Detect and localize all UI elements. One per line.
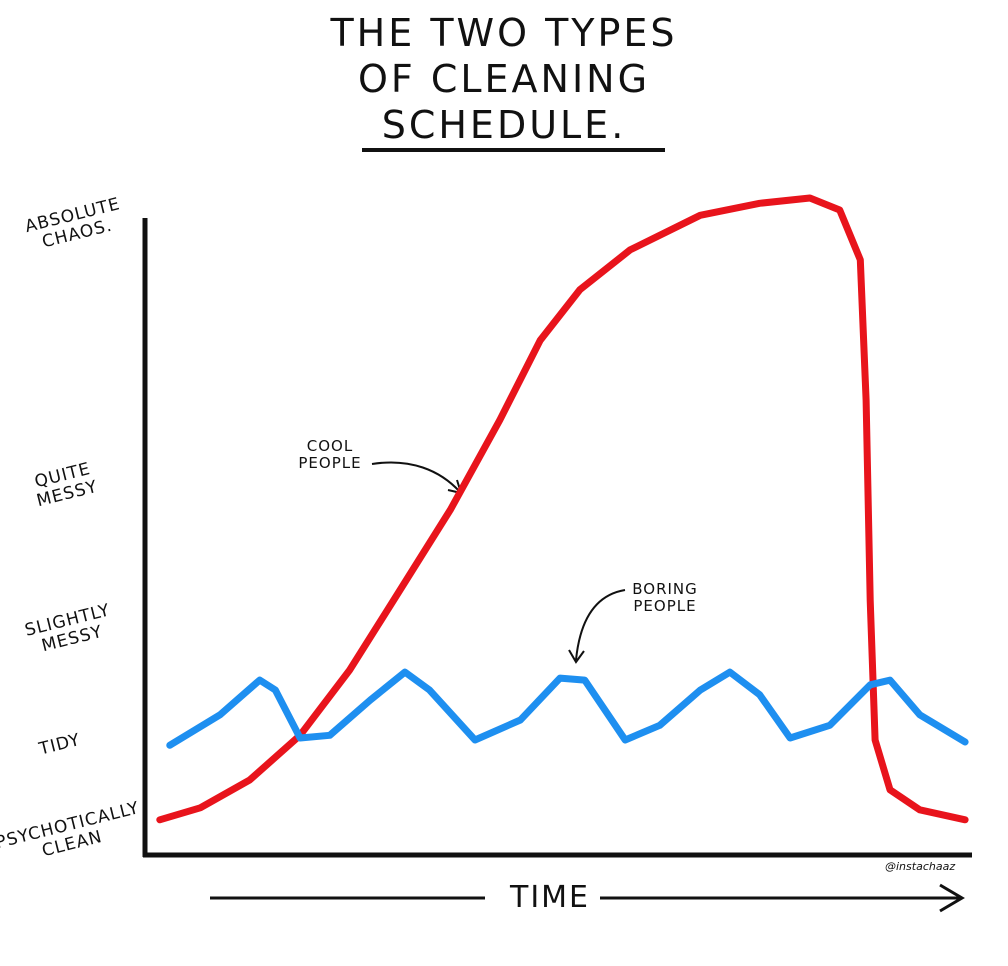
cool-arrow	[371, 461, 463, 495]
time-arrow-right	[600, 883, 965, 913]
credit: @instachaaz	[885, 860, 956, 873]
x-axis-label: TIME	[509, 880, 591, 915]
chart-title: THE TWO TYPES OF CLEANING SCHEDULE.	[330, 11, 678, 147]
series-line	[166, 668, 969, 749]
boring-arrow	[568, 589, 626, 664]
series-label: COOL PEOPLE	[298, 436, 362, 472]
series-label: BORING PEOPLE	[632, 579, 698, 615]
series-line	[156, 194, 969, 824]
